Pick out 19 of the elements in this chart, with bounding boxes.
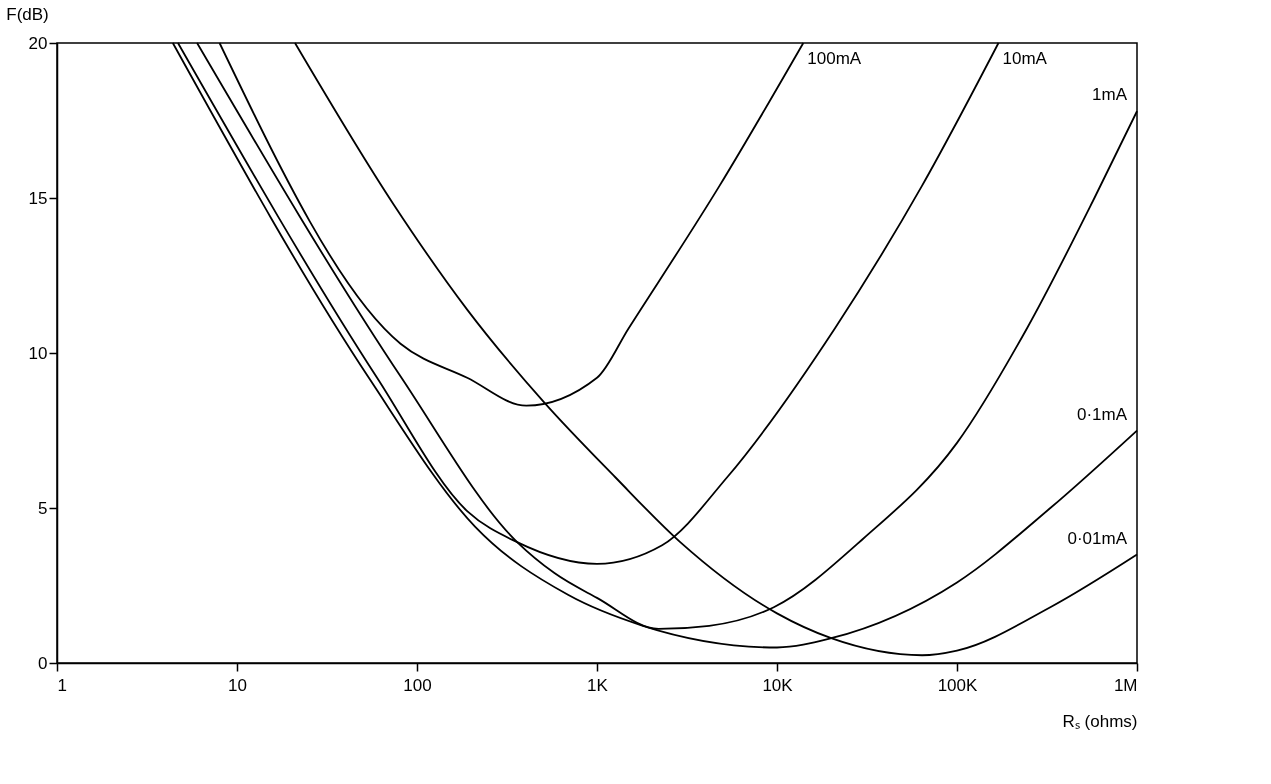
series-label: 1mA (1092, 85, 1128, 105)
series-label: 0·1mA (1076, 404, 1128, 424)
x-tick-label: 1M (1113, 675, 1138, 695)
y-tick-label: 10 (28, 343, 48, 363)
x-tick-label: 100 (403, 675, 432, 695)
series-label: 100mA (807, 49, 862, 68)
x-tick-label: 10 (228, 675, 247, 695)
x-tick-label: 1 (57, 675, 67, 695)
y-axis-title: F(dB) (6, 4, 49, 24)
x-axis-title: Rₛ (ohms) (1062, 711, 1138, 731)
x-tick-label: 1K (587, 675, 609, 695)
y-tick-label: 15 (28, 188, 48, 208)
x-tick-label: 10K (762, 675, 794, 695)
y-tick-label: 20 (28, 33, 48, 53)
series-label: 0·01mA (1067, 528, 1128, 548)
x-tick-label: 100K (937, 675, 979, 695)
series-label: 10mA (1002, 49, 1048, 68)
y-tick-label: 0 (38, 653, 48, 673)
y-tick-label: 5 (38, 498, 48, 518)
